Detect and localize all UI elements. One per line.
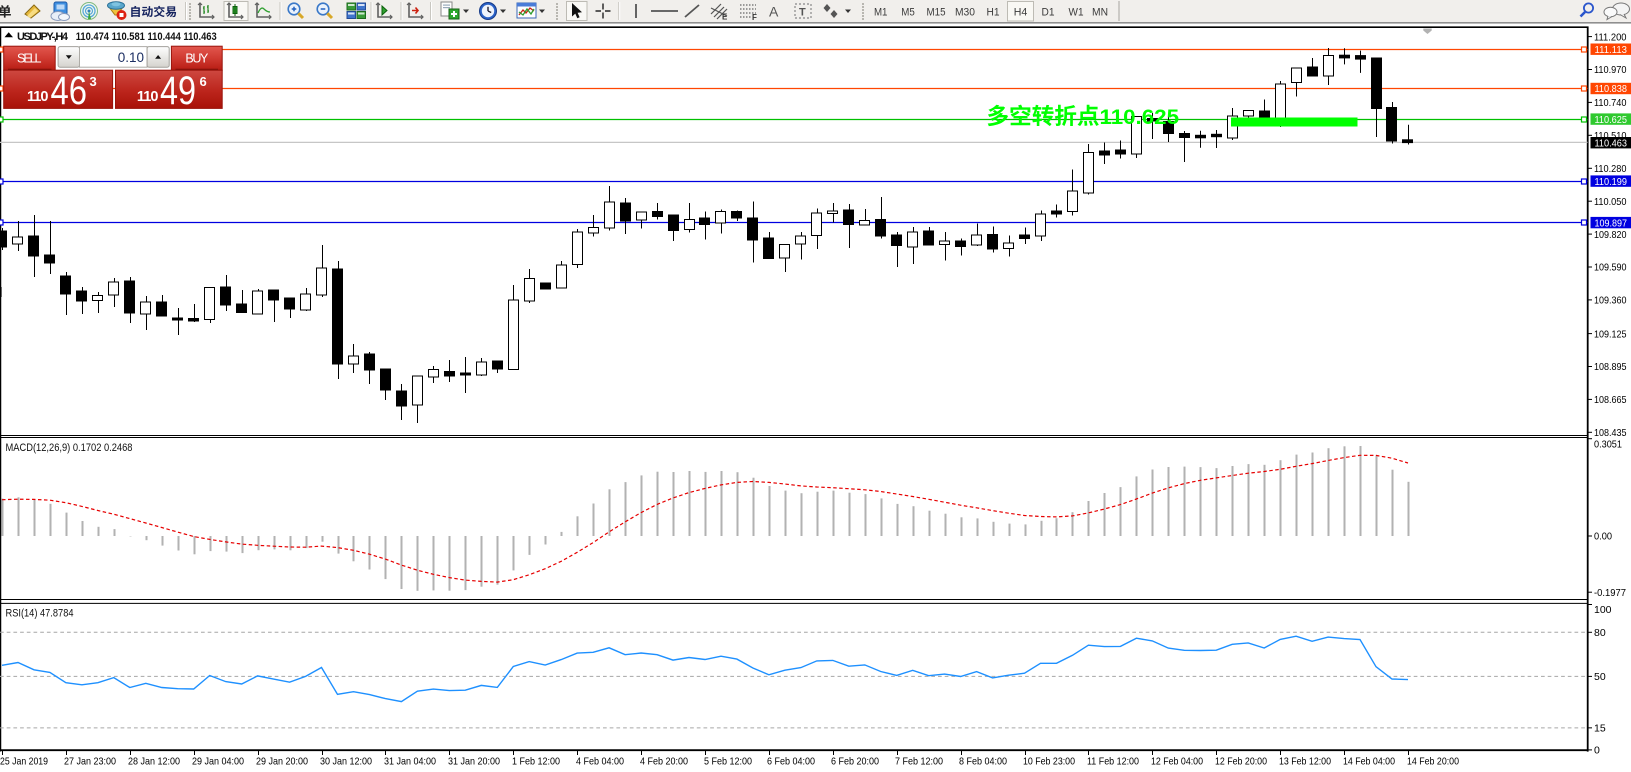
- svg-text:110.625: 110.625: [1100, 105, 1180, 129]
- svg-text:110.740: 110.740: [1594, 97, 1627, 109]
- svg-text:0.3051: 0.3051: [1594, 439, 1622, 451]
- svg-text:31 Jan 04:00: 31 Jan 04:00: [384, 756, 436, 768]
- svg-text:4 Feb 20:00: 4 Feb 20:00: [640, 756, 688, 768]
- svg-text:SELL: SELL: [17, 52, 42, 66]
- svg-text:6: 6: [200, 74, 207, 89]
- svg-text:108.895: 108.895: [1594, 361, 1627, 373]
- svg-text:110: 110: [137, 89, 159, 105]
- svg-text:109.125: 109.125: [1594, 328, 1627, 340]
- svg-text:10 Feb 23:00: 10 Feb 23:00: [1023, 756, 1075, 768]
- svg-text:M5: M5: [901, 7, 915, 19]
- svg-text:110.625: 110.625: [1595, 114, 1628, 126]
- svg-text:29 Jan 04:00: 29 Jan 04:00: [192, 756, 244, 768]
- svg-text:110.970: 110.970: [1594, 64, 1627, 76]
- svg-text:H4: H4: [1014, 7, 1028, 19]
- svg-text:A: A: [769, 4, 779, 20]
- svg-text:E: E: [722, 13, 728, 22]
- svg-text:5 Feb 12:00: 5 Feb 12:00: [704, 756, 752, 768]
- svg-text:110.050: 110.050: [1594, 196, 1627, 208]
- svg-text:110.199: 110.199: [1595, 176, 1628, 188]
- svg-text:25 Jan 2019: 25 Jan 2019: [0, 756, 48, 768]
- svg-text:109.360: 109.360: [1594, 295, 1627, 307]
- svg-text:28 Jan 12:00: 28 Jan 12:00: [128, 756, 180, 768]
- svg-text:27 Jan 23:00: 27 Jan 23:00: [64, 756, 116, 768]
- svg-text:100: 100: [1594, 604, 1612, 616]
- svg-text:W1: W1: [1069, 7, 1084, 19]
- svg-text:0.10: 0.10: [118, 50, 144, 65]
- svg-text:D1: D1: [1042, 7, 1055, 19]
- svg-text:M15: M15: [927, 7, 946, 19]
- svg-text:3: 3: [90, 74, 97, 89]
- svg-text:110: 110: [27, 89, 49, 105]
- svg-text:USDJPY-,H4: USDJPY-,H4: [17, 31, 69, 43]
- svg-text:H1: H1: [987, 7, 1000, 19]
- svg-text:109.590: 109.590: [1594, 262, 1627, 274]
- svg-text:110.463: 110.463: [1595, 137, 1628, 149]
- svg-text:49: 49: [160, 69, 196, 113]
- svg-text:MACD(12,26,9) 0.1702 0.2468: MACD(12,26,9) 0.1702 0.2468: [6, 442, 133, 454]
- svg-text:11 Feb 12:00: 11 Feb 12:00: [1087, 756, 1139, 768]
- svg-text:13 Feb 12:00: 13 Feb 12:00: [1279, 756, 1331, 768]
- svg-text:46: 46: [51, 69, 88, 113]
- svg-text:14 Feb 20:00: 14 Feb 20:00: [1407, 756, 1459, 768]
- svg-text:14 Feb 04:00: 14 Feb 04:00: [1343, 756, 1395, 768]
- svg-text:80: 80: [1594, 627, 1606, 639]
- svg-text:110.280: 110.280: [1594, 163, 1627, 175]
- svg-text:1 Feb 12:00: 1 Feb 12:00: [512, 756, 560, 768]
- svg-text:0.00: 0.00: [1594, 531, 1612, 543]
- svg-text:-0.1977: -0.1977: [1594, 587, 1626, 599]
- svg-text:8 Feb 04:00: 8 Feb 04:00: [959, 756, 1007, 768]
- svg-text:50: 50: [1594, 671, 1606, 683]
- svg-text:BUY: BUY: [185, 52, 209, 66]
- svg-text:6 Feb 20:00: 6 Feb 20:00: [831, 756, 879, 768]
- svg-text:108.665: 108.665: [1594, 394, 1627, 406]
- svg-text:0: 0: [1594, 745, 1600, 757]
- svg-text:12 Feb 20:00: 12 Feb 20:00: [1215, 756, 1267, 768]
- svg-text:M30: M30: [955, 7, 975, 19]
- svg-text:7 Feb 12:00: 7 Feb 12:00: [895, 756, 943, 768]
- svg-text:4 Feb 04:00: 4 Feb 04:00: [576, 756, 624, 768]
- svg-text:29 Jan 20:00: 29 Jan 20:00: [256, 756, 308, 768]
- svg-text:111.113: 111.113: [1595, 44, 1628, 56]
- svg-text:F: F: [752, 13, 757, 22]
- svg-text:M1: M1: [874, 7, 888, 19]
- svg-text:31 Jan 20:00: 31 Jan 20:00: [448, 756, 500, 768]
- svg-text:30 Jan 12:00: 30 Jan 12:00: [320, 756, 372, 768]
- svg-text:108.435: 108.435: [1594, 427, 1627, 439]
- svg-text:RSI(14) 47.8784: RSI(14) 47.8784: [6, 608, 74, 620]
- svg-text:MN: MN: [1092, 7, 1108, 19]
- svg-text:12 Feb 04:00: 12 Feb 04:00: [1151, 756, 1203, 768]
- svg-text:110.838: 110.838: [1595, 83, 1628, 95]
- svg-text:109.820: 109.820: [1594, 229, 1627, 241]
- svg-text:T: T: [799, 7, 806, 19]
- svg-text:110.474 110.581 110.444 110.46: 110.474 110.581 110.444 110.463: [76, 31, 217, 43]
- svg-text:111.200: 111.200: [1594, 31, 1627, 43]
- svg-text:109.897: 109.897: [1595, 217, 1628, 229]
- svg-text:6 Feb 04:00: 6 Feb 04:00: [767, 756, 815, 768]
- svg-text:15: 15: [1594, 723, 1606, 735]
